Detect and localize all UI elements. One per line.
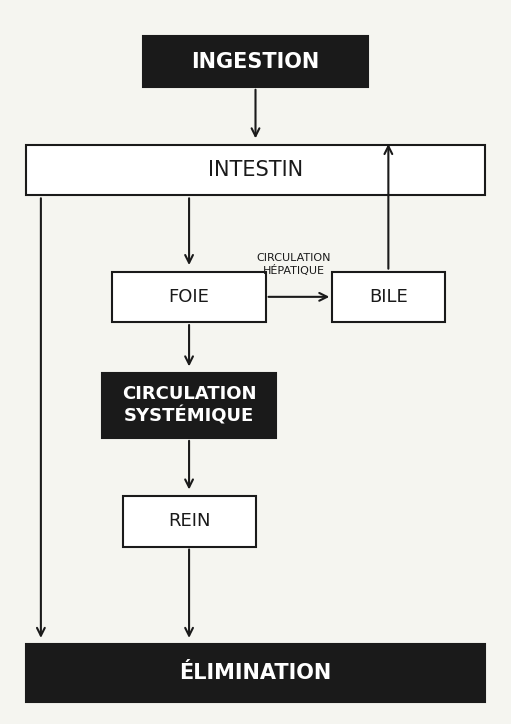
FancyBboxPatch shape — [26, 644, 485, 702]
Text: ÉLIMINATION: ÉLIMINATION — [179, 663, 332, 683]
FancyBboxPatch shape — [26, 145, 485, 195]
Text: BILE: BILE — [369, 288, 408, 306]
Text: INGESTION: INGESTION — [192, 51, 319, 72]
FancyBboxPatch shape — [102, 373, 276, 438]
FancyBboxPatch shape — [112, 272, 266, 322]
FancyBboxPatch shape — [143, 36, 368, 87]
Text: CIRCULATION
HÉPATIQUE: CIRCULATION HÉPATIQUE — [257, 253, 331, 276]
Text: REIN: REIN — [168, 513, 211, 530]
FancyBboxPatch shape — [123, 496, 256, 547]
Text: FOIE: FOIE — [169, 288, 210, 306]
FancyBboxPatch shape — [332, 272, 445, 322]
Text: CIRCULATION
SYSTÉMIQUE: CIRCULATION SYSTÉMIQUE — [122, 385, 257, 426]
Text: INTESTIN: INTESTIN — [208, 160, 303, 180]
